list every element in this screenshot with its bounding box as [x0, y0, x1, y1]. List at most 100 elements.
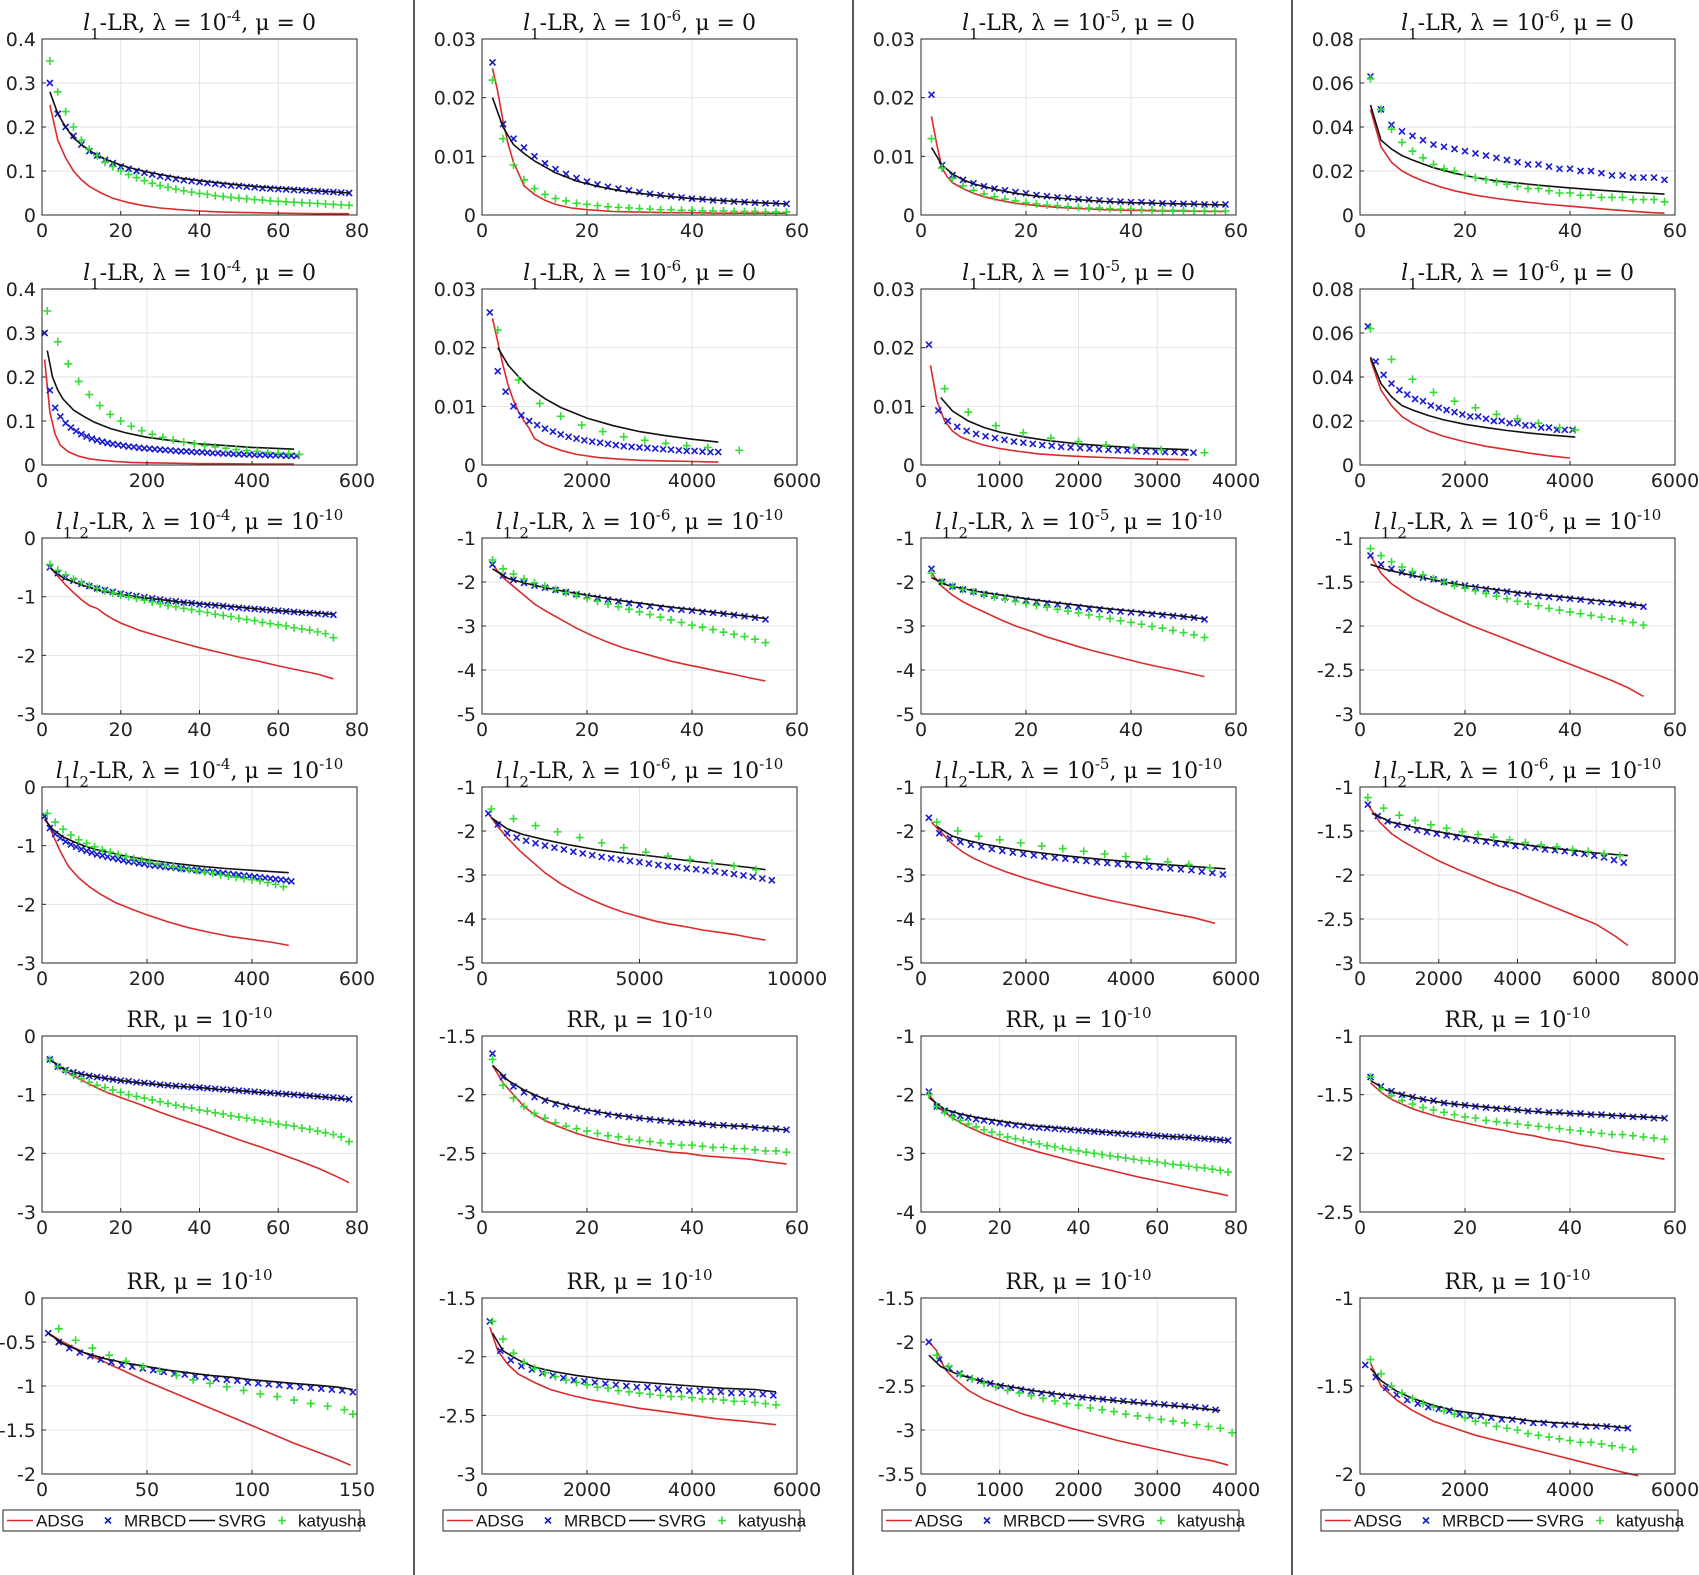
data-point-mrbcd: [1618, 171, 1627, 179]
y-tick-label: -2: [17, 894, 36, 916]
y-tick-label: 0.04: [1312, 117, 1354, 139]
x-tick-label: 600: [339, 470, 375, 492]
data-point-katyusha: [1608, 614, 1616, 623]
y-tick-label: -2: [1335, 1464, 1354, 1486]
data-point-katyusha: [1377, 1369, 1385, 1378]
series-group: ADSGSVRG: [1361, 1355, 1639, 1477]
data-point-katyusha: [1419, 1399, 1427, 1408]
data-point-katyusha: [772, 1146, 780, 1155]
x-tick-label: 20: [575, 220, 599, 242]
legend-swatch: [278, 1516, 286, 1525]
x-tick-label: 60: [1145, 1217, 1169, 1239]
panel-r4-c2: ADSGSVRG 0 20 40 60 80 -4 -3 -2 -1 RR, μ = 10-10: [896, 1004, 1248, 1239]
data-point-katyusha: [43, 809, 52, 818]
data-point-katyusha: [1492, 178, 1501, 186]
data-point-mrbcd: [77, 845, 85, 853]
y-tick-label: -3: [457, 1202, 476, 1224]
data-point-katyusha: [140, 596, 149, 605]
data-point-katyusha: [61, 107, 70, 116]
data-point-mrbcd: [1114, 860, 1122, 868]
data-point-katyusha: [572, 591, 581, 600]
data-point-mrbcd: [572, 435, 581, 443]
data-point-katyusha: [730, 1144, 738, 1153]
data-point-mrbcd: [604, 440, 612, 448]
data-point-katyusha: [751, 635, 759, 644]
series-group: ADSGSVRG: [45, 1055, 354, 1184]
data-point-katyusha: [938, 578, 946, 586]
y-tick-label: -2: [896, 1332, 915, 1354]
data-point-mrbcd: [1597, 169, 1606, 177]
data-point-katyusha: [719, 1396, 728, 1405]
data-point-mrbcd: [1498, 417, 1506, 425]
data-point-katyusha: [1035, 1139, 1044, 1148]
data-point-katyusha: [707, 859, 716, 868]
data-point-katyusha: [108, 162, 117, 171]
data-point-mrbcd: [612, 441, 620, 449]
data-point-katyusha: [114, 850, 123, 859]
data-point-katyusha: [93, 151, 102, 160]
data-point-katyusha: [572, 1124, 581, 1133]
data-point-katyusha: [709, 625, 717, 634]
data-point-mrbcd: [1429, 141, 1438, 149]
panel-title: l1-LR, λ = 10-4, μ = 0: [83, 7, 316, 43]
legend-item-mrbcd: MRBCD: [104, 1512, 186, 1531]
data-point-katyusha: [677, 618, 686, 627]
y-tick-label: -2: [457, 1347, 476, 1369]
data-point-katyusha: [340, 1405, 349, 1414]
data-point-katyusha: [1597, 193, 1606, 202]
data-point-katyusha: [509, 161, 518, 170]
x-tick-label: 60: [266, 719, 290, 741]
data-point-katyusha: [932, 1102, 941, 1111]
y-tick-label: -2: [17, 1464, 36, 1486]
data-point-katyusha: [740, 632, 749, 641]
data-point-mrbcd: [1610, 856, 1618, 864]
data-point-mrbcd: [1076, 444, 1084, 452]
y-tick-label: 0.01: [873, 396, 915, 418]
data-point-katyusha: [927, 569, 936, 578]
y-tick-label: -1: [457, 777, 476, 799]
data-point-katyusha: [1398, 1389, 1406, 1398]
data-point-katyusha: [1471, 1417, 1480, 1426]
x-tick-label: 0: [1354, 968, 1366, 990]
legend-item-katyusha: katyusha: [278, 1512, 367, 1531]
data-point-katyusha: [541, 1114, 549, 1123]
data-point-katyusha: [709, 1394, 717, 1403]
data-point-mrbcd: [1019, 850, 1027, 858]
x-tick-label: 2000: [1441, 1479, 1489, 1501]
data-point-katyusha: [1568, 845, 1577, 854]
x-tick-label: 20: [1453, 220, 1477, 242]
x-tick-label: 0: [1354, 470, 1366, 492]
legend-item-svrg: SVRG: [189, 1512, 266, 1531]
data-point-katyusha: [1597, 1440, 1606, 1449]
data-point-katyusha: [932, 1351, 941, 1360]
data-point-katyusha: [1098, 1405, 1107, 1414]
data-point-mrbcd: [714, 448, 722, 456]
legend-item-svrg: SVRG: [629, 1512, 706, 1531]
data-point-katyusha: [266, 1118, 275, 1127]
data-point-katyusha: [646, 205, 654, 214]
data-point-katyusha: [321, 629, 330, 638]
data-point-katyusha: [619, 432, 628, 441]
x-tick-label: 200: [129, 470, 165, 492]
data-point-mrbcd: [93, 436, 101, 444]
x-tick-label: 2000: [1054, 470, 1102, 492]
data-point-katyusha: [171, 1101, 180, 1110]
data-point-katyusha: [1180, 1418, 1189, 1427]
data-point-katyusha: [321, 200, 330, 208]
panel-r3-c3: ADSGSVRG 0 2000 4000 6000 8000 -3 -2.5 -2 -1.5 -1 l…: [1317, 755, 1699, 990]
data-point-katyusha: [1137, 205, 1146, 214]
data-point-katyusha: [1216, 1424, 1225, 1433]
x-tick-label: 60: [1224, 220, 1248, 242]
data-point-mrbcd: [513, 834, 521, 842]
y-tick-label: -2: [457, 821, 476, 843]
data-point-mrbcd: [502, 388, 510, 396]
series-markers-mrbcd: [1364, 322, 1577, 434]
data-point-katyusha: [1513, 1120, 1522, 1128]
x-tick-label: 40: [1119, 719, 1143, 741]
axes-box: [41, 786, 358, 964]
data-point-katyusha: [195, 1105, 204, 1114]
x-tick-label: 1000: [976, 470, 1024, 492]
y-tick-label: -1: [17, 836, 36, 858]
